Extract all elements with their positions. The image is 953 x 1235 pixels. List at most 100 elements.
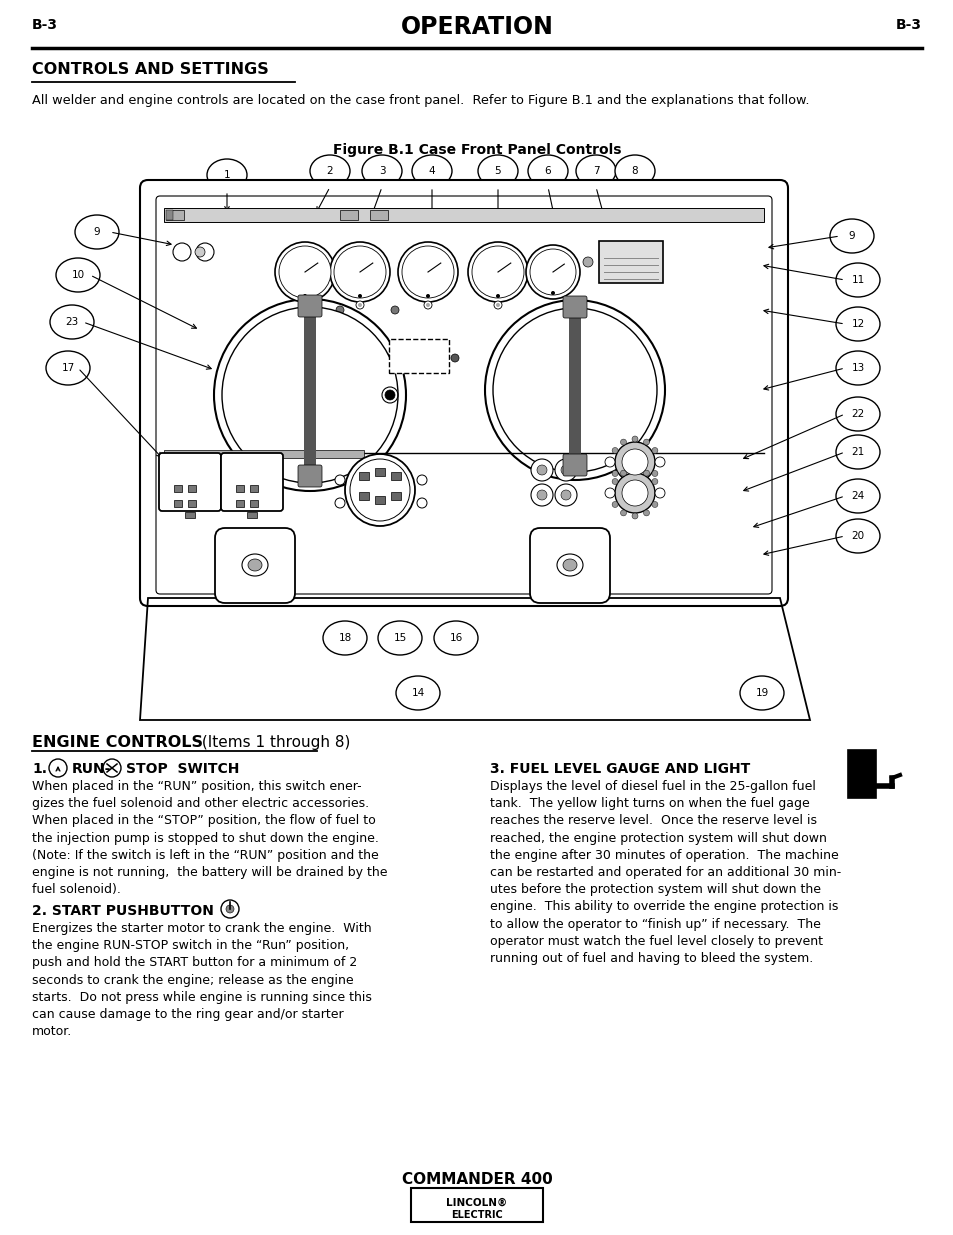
Bar — [847, 750, 875, 798]
Text: –: – — [565, 589, 574, 606]
Text: 4: 4 — [428, 165, 435, 177]
Bar — [304, 317, 315, 473]
Circle shape — [608, 459, 615, 466]
Circle shape — [651, 478, 658, 484]
Bar — [250, 485, 257, 492]
Circle shape — [651, 447, 658, 453]
Circle shape — [525, 245, 579, 299]
Circle shape — [213, 299, 406, 492]
Circle shape — [655, 490, 660, 496]
Ellipse shape — [395, 676, 439, 710]
Text: ELECTRIC: ELECTRIC — [451, 1210, 502, 1220]
Bar — [375, 496, 385, 504]
Circle shape — [619, 471, 626, 475]
Ellipse shape — [412, 156, 452, 186]
Circle shape — [537, 490, 546, 500]
Circle shape — [560, 490, 571, 500]
Circle shape — [615, 473, 655, 513]
Text: 2. START PUSHBUTTON: 2. START PUSHBUTTON — [32, 904, 213, 918]
Ellipse shape — [835, 308, 879, 341]
Ellipse shape — [361, 156, 401, 186]
Bar — [370, 210, 388, 220]
Bar — [339, 210, 357, 220]
Text: 18: 18 — [338, 634, 352, 643]
Circle shape — [612, 471, 618, 477]
Circle shape — [496, 303, 499, 308]
Circle shape — [335, 475, 345, 485]
Ellipse shape — [323, 621, 367, 655]
Ellipse shape — [434, 621, 477, 655]
Text: 5: 5 — [495, 165, 500, 177]
FancyBboxPatch shape — [598, 241, 662, 283]
Ellipse shape — [207, 159, 247, 191]
Circle shape — [226, 905, 233, 913]
Bar — [568, 317, 580, 462]
Bar — [188, 485, 195, 492]
FancyBboxPatch shape — [140, 180, 787, 606]
Circle shape — [274, 242, 335, 303]
Text: 2: 2 — [326, 165, 333, 177]
Bar — [166, 210, 184, 220]
Bar — [235, 500, 244, 508]
FancyBboxPatch shape — [562, 454, 586, 475]
Bar — [185, 513, 194, 517]
Bar — [358, 472, 369, 480]
Bar — [173, 485, 182, 492]
Circle shape — [472, 246, 523, 298]
Text: 1.: 1. — [32, 762, 47, 776]
Circle shape — [651, 471, 658, 477]
Text: 20: 20 — [850, 531, 863, 541]
Circle shape — [416, 498, 427, 508]
Text: 10: 10 — [71, 270, 85, 280]
Circle shape — [494, 301, 501, 309]
Ellipse shape — [75, 215, 119, 249]
Ellipse shape — [615, 156, 655, 186]
Circle shape — [621, 480, 647, 506]
Circle shape — [531, 459, 553, 480]
Bar — [235, 485, 244, 492]
Bar — [851, 755, 871, 764]
Text: 9: 9 — [93, 227, 100, 237]
Text: All welder and engine controls are located on the case front panel.  Refer to Fi: All welder and engine controls are locat… — [32, 94, 809, 107]
Circle shape — [195, 243, 213, 261]
Text: 14: 14 — [411, 688, 424, 698]
Circle shape — [451, 354, 458, 362]
Circle shape — [631, 482, 638, 488]
Circle shape — [621, 450, 647, 475]
Ellipse shape — [835, 479, 879, 513]
Circle shape — [608, 490, 615, 496]
Bar — [247, 513, 256, 517]
Ellipse shape — [835, 263, 879, 296]
Circle shape — [643, 440, 649, 445]
Ellipse shape — [829, 219, 873, 253]
Ellipse shape — [835, 519, 879, 553]
Text: 3: 3 — [378, 165, 385, 177]
Bar — [375, 468, 385, 475]
Ellipse shape — [576, 156, 616, 186]
Text: Displays the level of diesel fuel in the 25-gallon fuel
tank.  The yellow light : Displays the level of diesel fuel in the… — [490, 781, 841, 965]
Text: 6: 6 — [544, 165, 551, 177]
Bar — [391, 492, 400, 500]
Circle shape — [357, 294, 361, 298]
Text: 17: 17 — [61, 363, 74, 373]
FancyBboxPatch shape — [530, 529, 609, 603]
Ellipse shape — [242, 555, 268, 576]
Text: 19: 19 — [755, 688, 768, 698]
Text: 13: 13 — [850, 363, 863, 373]
Ellipse shape — [527, 156, 567, 186]
Circle shape — [530, 249, 576, 295]
Bar — [358, 492, 369, 500]
Ellipse shape — [835, 396, 879, 431]
Circle shape — [643, 479, 649, 485]
Circle shape — [222, 308, 397, 483]
Text: LINCOLN®: LINCOLN® — [446, 1198, 507, 1208]
FancyBboxPatch shape — [159, 453, 221, 511]
Ellipse shape — [477, 156, 517, 186]
Text: 11: 11 — [850, 275, 863, 285]
Text: When placed in the “RUN” position, this switch ener-
gizes the fuel solenoid and: When placed in the “RUN” position, this … — [32, 781, 387, 897]
Circle shape — [655, 488, 664, 498]
Circle shape — [655, 457, 664, 467]
Text: 23: 23 — [66, 317, 78, 327]
FancyBboxPatch shape — [214, 529, 294, 603]
Circle shape — [330, 242, 390, 303]
